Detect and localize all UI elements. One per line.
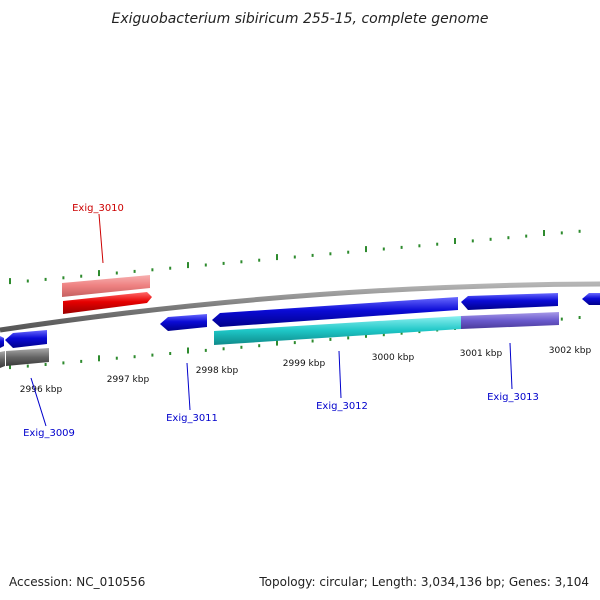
genome-backbone <box>0 281 600 333</box>
callout-line-exig-3011 <box>186 362 191 411</box>
scale-label-2997: 2997 kbp <box>107 375 150 385</box>
gene-label-exig-3013[interactable]: Exig_3013 <box>487 392 539 403</box>
accession-text: Accession: NC_010556 <box>9 575 145 589</box>
scale-label-3000: 3000 kbp <box>372 353 415 363</box>
gene-exig-3012-arrow[interactable] <box>212 297 458 327</box>
callout-line-exig-3009 <box>30 377 47 427</box>
scale-label-3001: 3001 kbp <box>460 349 503 359</box>
gene-label-exig-3010[interactable]: Exig_3010 <box>72 203 124 214</box>
gene-arrow-fragment-left[interactable] <box>0 336 4 348</box>
scale-label-2996: 2996 kbp <box>20 385 63 395</box>
gene-label-exig-3009[interactable]: Exig_3009 <box>23 428 75 439</box>
map-title: Exiguobacterium sibiricum 255-15, comple… <box>111 11 488 27</box>
scale-label-2999: 2999 kbp <box>283 359 326 369</box>
cds-fragment-left[interactable] <box>0 351 5 368</box>
gene-exig-3010-rna-bar[interactable] <box>62 275 150 297</box>
scale-label-3002: 3002 kbp <box>549 346 592 356</box>
scale-labels: 2996 kbp 2997 kbp 2998 kbp 2999 kbp 3000… <box>20 346 592 395</box>
gene-arrow-fragment-right[interactable] <box>582 293 600 305</box>
callout-line-exig-3013 <box>509 342 513 390</box>
cds-exig-3013-bar[interactable] <box>461 312 559 329</box>
gene-callouts: Exig_3010 Exig_3009 Exig_3011 Exig_3012 … <box>23 203 539 439</box>
gene-label-exig-3012[interactable]: Exig_3012 <box>316 401 368 412</box>
scale-label-2998: 2998 kbp <box>196 366 239 376</box>
gene-exig-3010-arrow[interactable] <box>63 292 152 314</box>
gene-exig-3011-arrow[interactable] <box>160 314 207 331</box>
cds-exig-3009-bar[interactable] <box>6 348 49 366</box>
callout-line-exig-3012 <box>338 350 342 399</box>
gene-exig-3009-arrow[interactable] <box>5 330 47 348</box>
cds-exig-3012-bar[interactable] <box>214 316 461 345</box>
gene-label-exig-3011[interactable]: Exig_3011 <box>166 413 218 424</box>
gene-exig-3013-arrow[interactable] <box>461 293 558 310</box>
genome-summary-text: Topology: circular; Length: 3,034,136 bp… <box>258 575 589 589</box>
callout-line-exig-3010 <box>98 213 104 264</box>
upper-tick-ring <box>9 229 581 285</box>
